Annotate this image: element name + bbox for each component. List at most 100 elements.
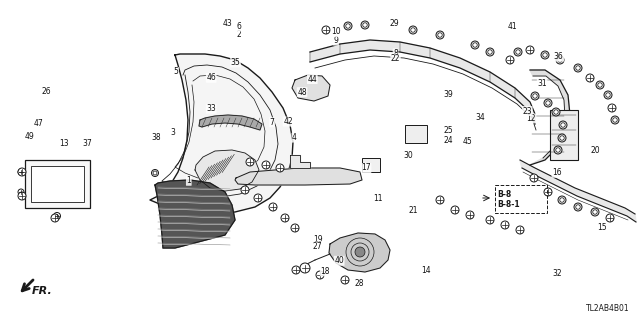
Circle shape: [471, 41, 479, 49]
Circle shape: [604, 91, 612, 99]
Text: 3: 3: [170, 128, 175, 137]
Circle shape: [486, 48, 494, 56]
Text: 11: 11: [373, 194, 382, 203]
Text: 15: 15: [596, 223, 607, 232]
Circle shape: [556, 56, 564, 64]
Circle shape: [436, 31, 444, 39]
Circle shape: [246, 158, 254, 166]
Circle shape: [556, 148, 560, 152]
Circle shape: [322, 26, 330, 34]
Text: 25: 25: [443, 126, 453, 135]
Text: 48: 48: [297, 88, 307, 97]
Circle shape: [591, 208, 599, 216]
Circle shape: [561, 123, 565, 127]
Circle shape: [488, 50, 492, 54]
Circle shape: [466, 211, 474, 219]
Polygon shape: [195, 150, 259, 191]
Circle shape: [558, 134, 566, 142]
Text: 8: 8: [393, 49, 398, 58]
Text: 30: 30: [403, 151, 413, 160]
Text: 28: 28: [355, 279, 364, 288]
Circle shape: [300, 263, 310, 273]
Text: 33: 33: [206, 104, 216, 113]
Circle shape: [574, 203, 582, 211]
Circle shape: [409, 26, 417, 34]
Text: 17: 17: [361, 164, 371, 172]
Circle shape: [18, 192, 26, 200]
Circle shape: [596, 81, 604, 89]
Text: 29: 29: [389, 19, 399, 28]
Text: TL2AB4B01: TL2AB4B01: [586, 304, 630, 313]
Text: 7: 7: [269, 118, 275, 127]
Text: 41: 41: [507, 22, 517, 31]
Circle shape: [346, 24, 350, 28]
Text: 47: 47: [33, 119, 44, 128]
Polygon shape: [530, 70, 570, 165]
Circle shape: [530, 174, 538, 182]
Polygon shape: [329, 233, 390, 272]
Circle shape: [341, 276, 349, 284]
Circle shape: [544, 188, 552, 196]
Text: 44: 44: [307, 75, 317, 84]
Text: B-8-1: B-8-1: [497, 200, 520, 209]
Circle shape: [316, 271, 324, 279]
Circle shape: [506, 56, 514, 64]
Circle shape: [514, 48, 522, 56]
Circle shape: [473, 43, 477, 47]
Circle shape: [526, 46, 534, 54]
Circle shape: [546, 101, 550, 105]
Text: 23: 23: [522, 107, 532, 116]
Circle shape: [576, 66, 580, 70]
Circle shape: [606, 214, 614, 222]
Circle shape: [436, 196, 444, 204]
Circle shape: [552, 108, 560, 116]
Circle shape: [361, 21, 369, 29]
Text: 21: 21: [408, 206, 417, 215]
Circle shape: [363, 23, 367, 27]
Circle shape: [54, 212, 61, 220]
Text: 2: 2: [236, 30, 241, 39]
Polygon shape: [199, 115, 262, 130]
Text: 19: 19: [313, 235, 323, 244]
Polygon shape: [520, 160, 636, 222]
Circle shape: [276, 164, 284, 172]
Circle shape: [558, 196, 566, 204]
Circle shape: [18, 168, 26, 176]
Circle shape: [152, 170, 159, 177]
Text: 5: 5: [173, 68, 179, 76]
Text: 32: 32: [552, 269, 562, 278]
Text: 16: 16: [552, 168, 562, 177]
Circle shape: [544, 99, 552, 107]
Circle shape: [292, 266, 300, 274]
Circle shape: [613, 118, 617, 122]
Text: 27: 27: [312, 242, 323, 251]
Text: 39: 39: [443, 90, 453, 99]
Text: 36: 36: [554, 52, 564, 61]
Circle shape: [516, 226, 524, 234]
Circle shape: [543, 53, 547, 57]
Circle shape: [559, 121, 567, 129]
Circle shape: [554, 110, 558, 114]
Circle shape: [593, 210, 597, 214]
Circle shape: [554, 146, 562, 154]
Polygon shape: [235, 168, 362, 185]
Circle shape: [598, 83, 602, 87]
Text: 14: 14: [420, 266, 431, 275]
Bar: [31, 166, 84, 202]
Text: 13: 13: [59, 139, 69, 148]
Text: 12: 12: [527, 114, 536, 123]
Circle shape: [606, 93, 610, 97]
Circle shape: [541, 51, 549, 59]
Text: 26: 26: [42, 87, 52, 96]
Text: B-8: B-8: [497, 190, 511, 199]
Circle shape: [18, 169, 24, 175]
Circle shape: [558, 58, 562, 62]
Circle shape: [51, 214, 59, 222]
Circle shape: [262, 161, 270, 169]
Circle shape: [411, 28, 415, 32]
Text: 37: 37: [82, 139, 92, 148]
Circle shape: [531, 92, 539, 100]
Polygon shape: [155, 180, 235, 248]
Text: 22: 22: [391, 54, 400, 63]
Polygon shape: [310, 40, 535, 124]
